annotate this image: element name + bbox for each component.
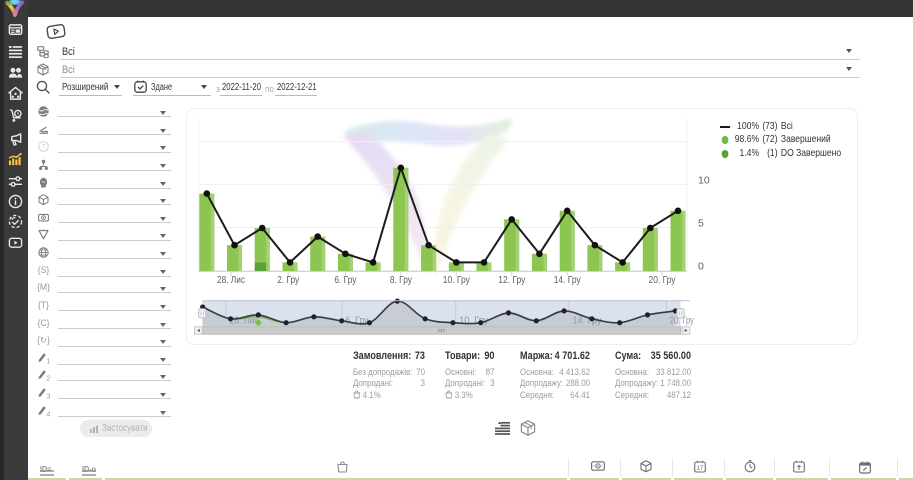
svg-text:6. Гру: 6. Гру <box>346 315 369 326</box>
svg-text:10: 10 <box>698 175 710 187</box>
svg-text:{↻}: {↻} <box>37 335 50 345</box>
svg-text:{M}: {M} <box>37 282 50 292</box>
svg-text:14. Гру: 14. Гру <box>573 315 602 326</box>
svg-text:14. Гру: 14. Гру <box>554 274 582 286</box>
svg-text:8. Гру: 8. Гру <box>390 274 413 286</box>
svg-text:12. Гру: 12. Гру <box>498 274 526 286</box>
svg-text:3: 3 <box>46 394 50 399</box>
svg-text:{T}: {T} <box>38 300 49 310</box>
svg-text:4: 4 <box>46 412 50 417</box>
svg-text:{C}: {C} <box>37 318 49 328</box>
svg-text:28. Лис: 28. Лис <box>217 274 245 286</box>
svg-text:?: ? <box>41 142 45 151</box>
svg-text:5: 5 <box>698 218 704 230</box>
svg-text:1: 1 <box>46 359 50 364</box>
svg-text:10. Гру: 10. Гру <box>459 315 488 326</box>
svg-text:6. Гру: 6. Гру <box>334 274 357 286</box>
svg-text:10. Гру: 10. Гру <box>443 274 471 286</box>
svg-text:{S}: {S} <box>38 265 50 275</box>
svg-text:2: 2 <box>46 376 50 381</box>
svg-text:2. Гру: 2. Гру <box>277 274 300 286</box>
svg-text:20. Гру: 20. Гру <box>670 315 694 326</box>
svg-text:17: 17 <box>697 466 704 472</box>
svg-text:0: 0 <box>698 261 704 273</box>
svg-text:28. Лис: 28. Лис <box>230 315 259 326</box>
svg-text:20. Гру: 20. Гру <box>649 274 677 286</box>
